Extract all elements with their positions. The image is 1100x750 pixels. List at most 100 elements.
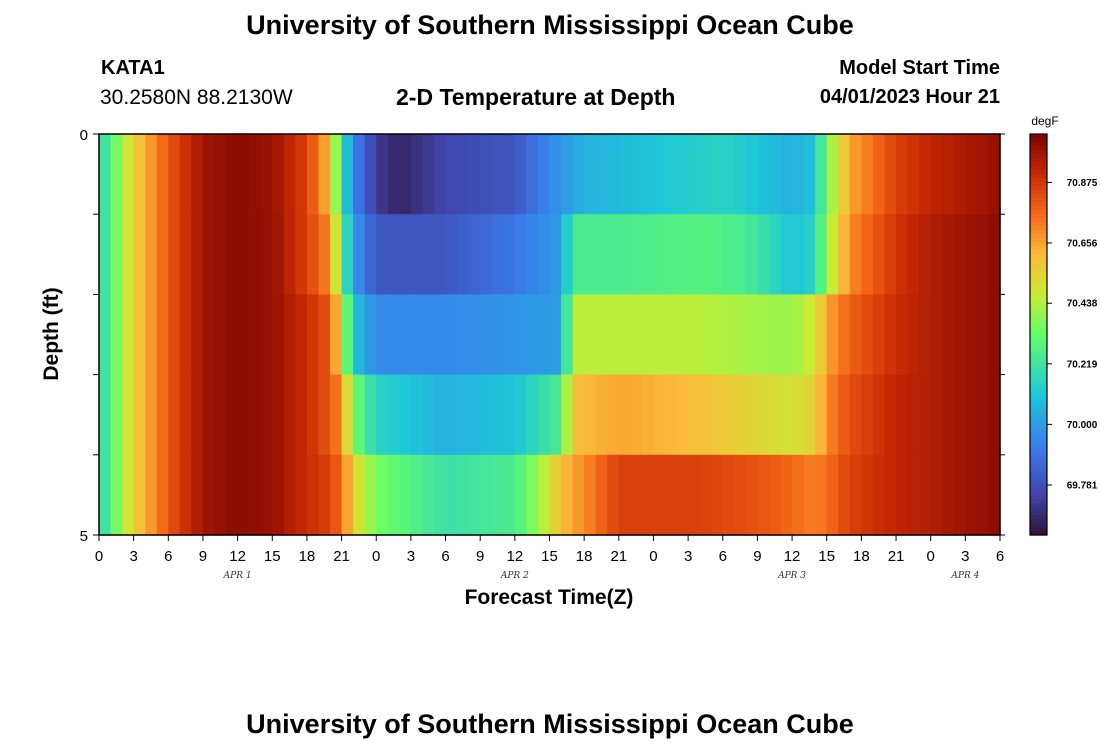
heatmap-cell — [988, 454, 1001, 536]
heatmap-cell — [99, 214, 112, 295]
footer-title: University of Southern Mississippi Ocean… — [246, 709, 854, 739]
heatmap-cell — [318, 134, 331, 215]
heatmap-cell — [260, 454, 273, 536]
heatmap-cell — [803, 454, 816, 536]
heatmap-cell — [595, 294, 608, 376]
heatmap-cell — [988, 374, 1001, 456]
heatmap-cell — [537, 374, 551, 456]
heatmap-cell — [584, 374, 597, 456]
heatmap-cell — [792, 374, 805, 456]
colorbar-segment — [1030, 230, 1047, 235]
colorbar-tick-label: 70.219 — [1067, 359, 1098, 370]
heatmap-cell — [711, 294, 724, 376]
colorbar-segment — [1030, 494, 1047, 500]
heatmap-cell — [422, 454, 435, 536]
heatmap-cell — [607, 134, 620, 215]
heatmap-cell — [849, 214, 862, 295]
heatmap-cell — [745, 374, 759, 456]
heatmap-cell — [237, 374, 250, 456]
heatmap-cell — [156, 214, 169, 295]
heatmap-cell — [826, 294, 839, 376]
heatmap-cell — [953, 214, 966, 295]
colorbar-segment — [1030, 206, 1047, 211]
heatmap-cell — [283, 214, 296, 295]
heatmap-cell — [133, 214, 146, 295]
x-tick-label: 0 — [927, 548, 935, 565]
heatmap-cell — [815, 214, 828, 295]
colorbar-segment — [1030, 266, 1047, 271]
heatmap-cell — [330, 214, 343, 295]
x-tick-label: 3 — [684, 548, 692, 565]
heatmap-cell — [976, 454, 990, 536]
heatmap-cell — [445, 294, 458, 376]
colorbar-segment — [1030, 154, 1047, 159]
heatmap-cell — [595, 454, 608, 536]
heatmap-cell — [919, 134, 932, 215]
heatmap-cell — [537, 214, 551, 295]
colorbar-segment — [1030, 238, 1047, 243]
x-tick-label: 6 — [996, 548, 1004, 565]
heatmap-cell — [480, 454, 493, 536]
colorbar-segment — [1030, 302, 1047, 308]
heatmap-cell — [653, 374, 666, 456]
heatmap-cell — [711, 374, 724, 456]
colorbar-segment — [1030, 514, 1047, 520]
heatmap-cell — [699, 214, 712, 295]
heatmap-cell — [272, 294, 285, 376]
heatmap-cell — [930, 214, 943, 295]
x-tick-label: 9 — [199, 548, 207, 565]
heatmap-cell — [318, 294, 331, 376]
heatmap-cell — [468, 214, 481, 295]
heatmap-cell — [976, 374, 990, 456]
colorbar-frame — [1029, 133, 1048, 536]
colorbar-segment — [1030, 318, 1047, 324]
heatmap-cell — [965, 454, 978, 536]
heatmap-cell — [537, 134, 551, 215]
heatmap-cell — [433, 454, 447, 536]
heatmap-cell — [145, 214, 158, 295]
heatmap-cell — [861, 134, 874, 215]
heatmap-cell — [919, 294, 932, 376]
heatmap-cell — [376, 374, 389, 456]
heatmap-cell — [780, 374, 793, 456]
heatmap-cell — [503, 294, 516, 376]
heatmap-cell — [572, 454, 585, 536]
heatmap-cell — [815, 134, 828, 215]
heatmap-cell — [468, 294, 481, 376]
heatmap-cell — [387, 294, 400, 376]
heatmap-cell — [838, 454, 851, 536]
heatmap-cell — [757, 134, 770, 215]
heatmap-cell — [665, 134, 678, 215]
heatmap-cell — [306, 214, 320, 295]
heatmap-cell — [942, 214, 955, 295]
heatmap-cell — [688, 134, 701, 215]
heatmap-cell — [676, 454, 689, 536]
colorbar-segment — [1030, 506, 1047, 512]
heatmap-cell — [283, 374, 296, 456]
heatmap-cell — [572, 374, 585, 456]
heatmap-cell — [838, 374, 851, 456]
heatmap-cell — [792, 134, 805, 215]
heatmap-cell — [861, 214, 874, 295]
heatmap-cell — [930, 134, 943, 215]
heatmap-cell — [133, 374, 146, 456]
heatmap-cell — [896, 134, 909, 215]
colorbar-segment — [1030, 382, 1047, 388]
heatmap-cell — [341, 374, 354, 456]
colorbar-segment — [1030, 498, 1047, 504]
colorbar-segment — [1030, 410, 1047, 416]
y-tick-label: 0 — [80, 127, 88, 144]
heatmap-cell — [295, 454, 308, 536]
heatmap-cell — [688, 374, 701, 456]
heatmap-cell — [341, 294, 354, 376]
colorbar-units: degF — [1031, 114, 1058, 128]
x-tick-label: 21 — [888, 548, 905, 565]
heatmap-cell — [168, 134, 181, 215]
colorbar-segment — [1030, 326, 1047, 332]
heatmap-cell — [445, 214, 458, 295]
x-tick-label: 15 — [541, 548, 558, 565]
heatmap-cell — [318, 214, 331, 295]
heatmap-cell — [826, 374, 839, 456]
colorbar-segment — [1030, 386, 1047, 392]
heatmap-cell — [214, 214, 227, 295]
